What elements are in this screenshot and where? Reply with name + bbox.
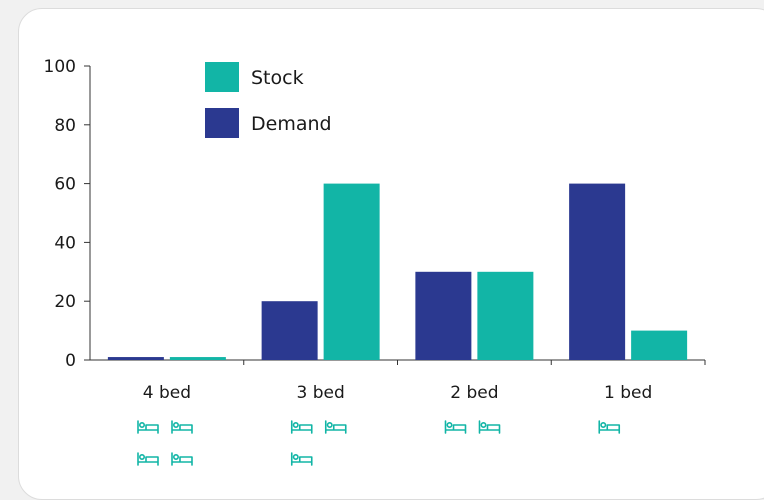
bar-demand-2-bed	[415, 271, 472, 360]
bed-icon	[598, 420, 621, 434]
bed-icon	[137, 452, 159, 466]
legend: Stock Demand	[205, 62, 332, 138]
y-tick-label: 100	[44, 57, 76, 77]
bar-stock-1-bed	[631, 330, 688, 360]
bar-demand-4-bed	[107, 357, 164, 360]
bed-icon	[171, 420, 193, 434]
bed-icon	[171, 452, 193, 466]
x-tick-label: 2 bed	[450, 383, 498, 403]
y-tick-label: 20	[54, 292, 76, 312]
chart-card	[18, 8, 764, 500]
bed-icon	[478, 420, 501, 434]
bar-stock-2-bed	[477, 271, 534, 360]
bar-demand-3-bed	[261, 301, 318, 360]
category-labels: 4 bed 3 bed 2 bed 1 bed	[143, 383, 653, 403]
y-tick-label: 40	[54, 233, 76, 253]
y-axis: 0 20 40 60 80 100	[44, 57, 91, 371]
x-tick-label: 3 bed	[296, 383, 344, 403]
legend-label-stock: Stock	[251, 67, 304, 89]
bar-chart: 0 20 40 60 80 100 4 bed 3 bed 2 bed 1 bed Stock D…	[44, 57, 706, 466]
bar-stock-3-bed	[323, 183, 380, 360]
bars	[107, 183, 688, 360]
x-axis	[90, 359, 706, 365]
y-tick-label: 80	[54, 116, 76, 136]
bed-icon	[444, 420, 467, 434]
x-tick-label: 1 bed	[604, 383, 652, 403]
bar-stock-4-bed	[169, 357, 226, 360]
legend-swatch-stock	[205, 62, 239, 92]
bed-icon	[324, 420, 347, 434]
x-tick-label: 4 bed	[143, 383, 191, 403]
bed-icon	[290, 452, 313, 466]
y-tick-label: 60	[54, 175, 76, 195]
legend-swatch-demand	[205, 108, 239, 138]
bar-demand-1-bed	[569, 183, 626, 360]
legend-label-demand: Demand	[251, 113, 332, 135]
bed-icon	[290, 420, 313, 434]
bed-icons	[137, 420, 621, 466]
y-tick-label: 0	[65, 351, 76, 371]
bed-icon	[137, 420, 159, 434]
